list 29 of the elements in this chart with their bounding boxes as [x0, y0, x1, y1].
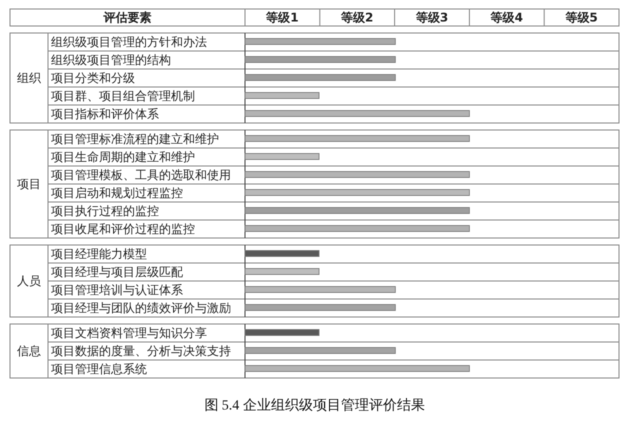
text: 等级4 — [490, 10, 523, 24]
y-tick-label: 项目管理标准流程的建立和维护 — [51, 132, 219, 146]
text: 等级1 — [265, 10, 299, 24]
y-tick-label: 项目群、项目组合管理机制 — [51, 89, 195, 103]
y-tick-label: 项目数据的度量、分析与决策支持 — [51, 344, 231, 358]
y-tick-label: 项目指标和评价体系 — [51, 107, 159, 121]
text: 项目 — [17, 177, 41, 191]
y-tick-label: 项目经理能力模型 — [51, 247, 147, 261]
y-tick-label: 项目经理与项目层级匹配 — [51, 265, 183, 279]
y-tick-label: 组织级项目管理的结构 — [51, 53, 171, 67]
y-tick-label: 项目生命周期的建立和维护 — [51, 150, 195, 164]
y-tick-label: 项目执行过程的监控 — [51, 204, 159, 218]
text: 人员 — [17, 274, 41, 288]
text: 图 5.4 企业组织级项目管理评价结果 — [204, 398, 425, 414]
y-tick-label: 项目分类和分级 — [51, 71, 135, 85]
y-tick-label: 项目经理与团队的绩效评价与激励 — [51, 301, 231, 315]
text: 等级3 — [414, 10, 448, 24]
text: 信息 — [17, 344, 41, 358]
text: 等级5 — [564, 10, 598, 24]
y-tick-label: 项目收尾和评价过程的监控 — [51, 222, 195, 236]
y-tick-label: 项目启动和规划过程监控 — [51, 186, 183, 200]
text: 等级2 — [340, 10, 374, 24]
y-tick-label: 项目管理模板、工具的选取和使用 — [51, 168, 231, 182]
y-tick-label: 项目管理信息系统 — [51, 362, 147, 376]
y-tick-label: 项目管理培训与认证体系 — [51, 283, 183, 297]
text: 组织 — [17, 71, 41, 85]
y-axis-title: 评估要素 — [102, 10, 152, 24]
y-tick-label: 项目文档资料管理与知识分享 — [51, 326, 207, 340]
y-tick-label: 组织级项目管理的方针和办法 — [51, 35, 207, 49]
